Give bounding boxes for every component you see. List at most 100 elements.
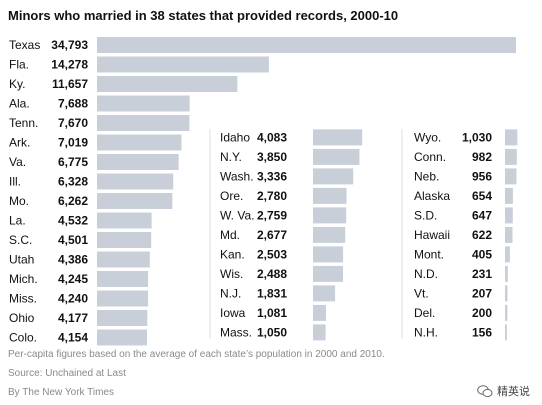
category-label: Iowa <box>220 306 246 320</box>
data-label: 4,240 <box>58 292 88 306</box>
bar-row: S.D. 647 <box>414 207 513 224</box>
data-label: 11,657 <box>52 77 88 91</box>
bar <box>313 285 336 302</box>
bar <box>97 290 149 307</box>
category-label: Wis. <box>220 267 243 281</box>
data-label: 4,386 <box>58 253 88 267</box>
bar <box>97 271 149 287</box>
bar-row: Md. 2,677 <box>220 226 346 243</box>
category-label: N.J. <box>220 286 241 300</box>
bar <box>97 173 174 190</box>
bar <box>97 212 152 229</box>
data-label: 6,328 <box>58 175 88 189</box>
bar <box>97 232 152 248</box>
bar-row: N.D. 231 <box>414 265 508 282</box>
data-label: 7,670 <box>58 116 88 130</box>
data-label: 7,688 <box>58 97 88 111</box>
category-label: Colo. <box>9 331 37 345</box>
bar-row: Mich. 4,245 <box>9 271 149 287</box>
data-label: 4,245 <box>58 272 88 286</box>
bar <box>313 265 343 282</box>
bar-row: Wis. 2,488 <box>220 265 343 282</box>
data-label: 14,278 <box>51 58 88 72</box>
bar-row: Hawaii 622 <box>414 226 513 243</box>
data-label: 3,336 <box>257 169 287 183</box>
data-label: 1,831 <box>257 286 287 300</box>
bar <box>505 129 518 146</box>
bar <box>505 285 508 302</box>
bar-row: Vt. 207 <box>414 285 508 302</box>
category-label: Wash. <box>220 169 254 183</box>
bar-row: Texas 34,793 <box>9 37 516 53</box>
bar <box>313 148 360 165</box>
bar <box>97 56 269 73</box>
data-label: 405 <box>472 247 492 261</box>
bar-row: N.H. 156 <box>414 324 507 341</box>
data-label: 4,532 <box>58 214 88 228</box>
category-label: Mich. <box>9 272 38 286</box>
data-label: 207 <box>472 286 492 300</box>
category-label: Conn. <box>414 150 446 164</box>
data-label: 2,759 <box>257 208 287 222</box>
category-label: Ky. <box>9 77 25 91</box>
bar <box>97 154 179 170</box>
data-label: 622 <box>472 228 492 242</box>
bar-row: Ark. 7,019 <box>9 134 182 151</box>
category-label: Idaho <box>220 130 250 144</box>
bar <box>313 207 347 224</box>
category-label: S.D. <box>414 208 437 222</box>
category-label: Fla. <box>9 58 29 72</box>
category-label: W. Va. <box>220 208 254 222</box>
bar <box>97 95 190 112</box>
bar-row: Kan. 2,503 <box>220 246 344 263</box>
bar-row: Neb. 956 <box>414 168 517 185</box>
watermark: 精英说 <box>477 383 530 399</box>
bar-row: S.C. 4,501 <box>9 232 152 248</box>
category-label: Mass. <box>220 325 252 339</box>
category-label: Mo. <box>9 194 29 208</box>
data-label: 1,081 <box>257 306 287 320</box>
data-label: 6,262 <box>58 194 88 208</box>
category-label: Kan. <box>220 247 245 261</box>
data-label: 6,775 <box>58 155 88 169</box>
category-label: Ala. <box>9 97 30 111</box>
bar-row: Del. 200 <box>414 304 508 321</box>
bar <box>97 251 150 268</box>
category-label: Alaska <box>414 189 450 203</box>
bar-row: N.J. 1,831 <box>220 285 336 302</box>
watermark-text: 精英说 <box>497 386 530 398</box>
data-label: 4,501 <box>58 233 88 247</box>
data-label: 2,780 <box>257 189 287 203</box>
bar-row: Ore. 2,780 <box>220 187 347 204</box>
bar <box>505 304 508 321</box>
category-label: Va. <box>9 155 26 169</box>
bar <box>505 207 513 224</box>
data-label: 4,177 <box>58 311 88 325</box>
bar-row: Ohio 4,177 <box>9 310 148 326</box>
category-label: Vt. <box>414 286 429 300</box>
data-label: 982 <box>472 150 492 164</box>
category-label: Ill. <box>9 175 21 189</box>
bar-row: Utah 4,386 <box>9 251 150 268</box>
data-label: 4,083 <box>257 130 287 144</box>
bar <box>505 187 513 204</box>
bar <box>505 168 517 185</box>
category-label: Texas <box>9 38 40 52</box>
category-label: Mont. <box>414 247 444 261</box>
category-label: S.C. <box>9 233 32 247</box>
bar <box>97 76 238 92</box>
bar-row: Ky. 11,657 <box>9 76 238 92</box>
credit-note: By The New York Times <box>8 387 114 398</box>
bar <box>505 148 517 165</box>
bar <box>97 193 173 209</box>
bar-row: Iowa 1,081 <box>220 304 326 321</box>
bar-row: W. Va. 2,759 <box>220 207 347 224</box>
bar <box>97 115 190 131</box>
bar <box>97 329 147 346</box>
bar <box>313 226 346 243</box>
data-label: 647 <box>472 208 492 222</box>
bar <box>97 37 516 53</box>
bar-row: Mont. 405 <box>414 246 510 263</box>
category-label: Tenn. <box>9 116 38 130</box>
